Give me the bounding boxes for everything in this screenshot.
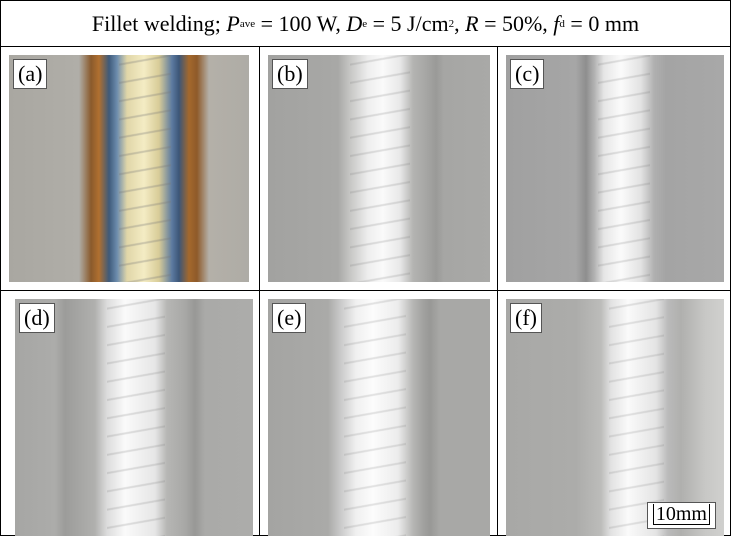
cell: (d): [0, 290, 260, 536]
header-subscript: ave: [240, 18, 255, 30]
header-text: Fillet welding;: [92, 11, 226, 37]
header-text: = 50%,: [479, 11, 554, 37]
scale-bar: 10mm: [647, 502, 716, 529]
photo: (d): [15, 299, 253, 536]
panel-label: (f): [510, 303, 542, 333]
weld-ripples: [107, 299, 165, 536]
header-text: ,: [454, 11, 465, 37]
scale-bar-label: 10mm: [653, 504, 710, 525]
figure: Fillet welding; Pave = 100 W, De = 5 J/c…: [0, 0, 731, 536]
panel-label: (e): [272, 303, 306, 333]
header-text: = 5 J/cm: [367, 11, 448, 37]
weld-ripples: [344, 299, 406, 536]
header-symbol: R: [465, 11, 478, 37]
cell: (e): [259, 290, 498, 536]
header-symbol: P: [226, 11, 239, 37]
cell: (c): [497, 46, 731, 291]
weld-ripples: [119, 55, 171, 282]
cell: (a): [0, 46, 260, 291]
panel-label: (d): [19, 303, 55, 333]
header-symbol: D: [346, 11, 362, 37]
weld-ripples: [609, 299, 664, 536]
panel-label: (c): [510, 59, 544, 89]
weld-ripples: [598, 55, 650, 282]
header-text: = 0 mm: [565, 11, 639, 37]
photo: (f) 10mm: [506, 299, 724, 536]
cell: (b): [259, 46, 498, 291]
cell: (f) 10mm: [497, 290, 731, 536]
photo: (b): [268, 55, 490, 282]
header-text: = 100 W,: [255, 11, 346, 37]
panel-label: (b): [272, 59, 308, 89]
photo: (e): [268, 299, 490, 536]
weld-ripples: [350, 55, 410, 282]
panel-label: (a): [13, 59, 47, 89]
photo: (a): [9, 55, 249, 282]
photo: (c): [506, 55, 724, 282]
